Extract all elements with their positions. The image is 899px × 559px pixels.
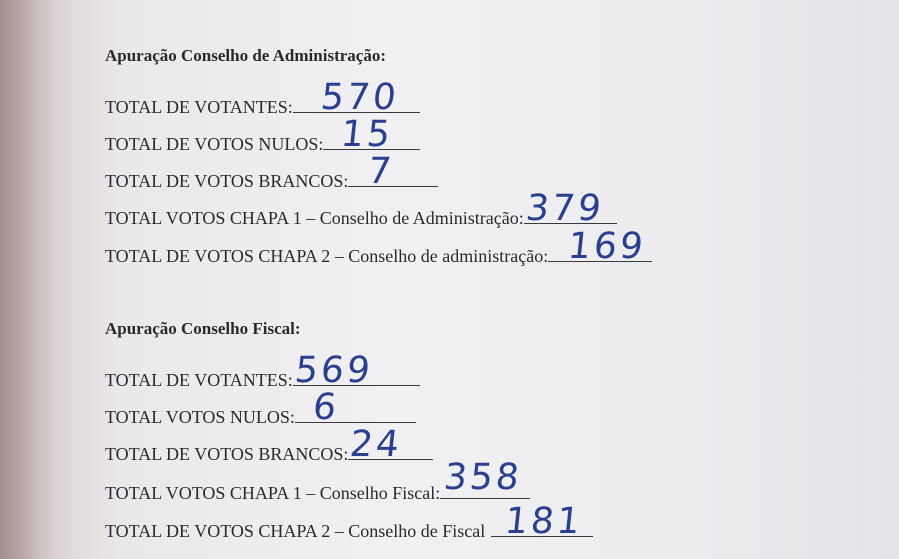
- admin-row-chapa2: TOTAL DE VOTOS CHAPA 2 – Conselho de adm…: [105, 226, 653, 267]
- handwritten-value: 181: [503, 501, 586, 542]
- handwritten-field: 6: [294, 387, 416, 428]
- field-label: TOTAL VOTOS CHAPA 1 – Conselho Fiscal:: [105, 483, 441, 503]
- handwritten-value: 379: [523, 188, 606, 229]
- handwritten-field: 15: [323, 114, 421, 155]
- admin-row-nulos: TOTAL DE VOTOS NULOS: 15: [105, 114, 421, 155]
- handwritten-value: 569: [292, 350, 375, 391]
- handwritten-field: 358: [440, 457, 531, 499]
- field-label: TOTAL DE VOTOS CHAPA 2 – Conselho de Fis…: [105, 521, 486, 541]
- handwritten-field: 379: [524, 188, 617, 229]
- fiscal-row-nulos: TOTAL VOTOS NULOS: 6: [105, 387, 416, 428]
- admin-row-chapa1: TOTAL VOTOS CHAPA 1 – Conselho de Admini…: [105, 188, 617, 229]
- handwritten-field: 7: [348, 151, 439, 192]
- handwritten-field: 570: [292, 77, 420, 118]
- field-label: TOTAL DE VOTOS BRANCOS:: [105, 171, 349, 191]
- field-label: TOTAL DE VOTOS NULOS:: [105, 134, 324, 154]
- handwritten-value: 358: [442, 457, 525, 498]
- section-title-administracao: Apuração Conselho de Administração:: [105, 46, 386, 65]
- field-label: TOTAL DE VOTANTES:: [105, 97, 293, 117]
- handwritten-value: 570: [318, 77, 401, 118]
- handwritten-value: 7: [366, 151, 397, 192]
- fiscal-row-brancos: TOTAL DE VOTOS BRANCOS: 24: [105, 424, 434, 465]
- admin-row-votantes: TOTAL DE VOTANTES: 570: [105, 77, 420, 118]
- handwritten-value: 15: [339, 114, 396, 155]
- field-label: TOTAL DE VOTOS BRANCOS:: [105, 444, 349, 464]
- handwritten-field: 569: [293, 350, 420, 391]
- field-label: TOTAL DE VOTOS CHAPA 2 – Conselho de adm…: [105, 246, 549, 266]
- handwritten-field: 169: [548, 226, 653, 267]
- section-title-fiscal: Apuração Conselho Fiscal:: [105, 319, 301, 338]
- field-label: TOTAL VOTOS NULOS:: [105, 407, 295, 427]
- photo-shadow: [0, 0, 60, 559]
- fiscal-row-chapa1: TOTAL VOTOS CHAPA 1 – Conselho Fiscal: 35…: [105, 457, 531, 504]
- fiscal-row-votantes: TOTAL DE VOTANTES: 569: [105, 350, 420, 391]
- handwritten-value: 6: [310, 387, 342, 428]
- admin-row-brancos: TOTAL DE VOTOS BRANCOS: 7: [105, 151, 439, 192]
- handwritten-field: 181: [491, 501, 594, 542]
- handwritten-value: 169: [566, 226, 649, 267]
- fiscal-row-chapa2: TOTAL DE VOTOS CHAPA 2 – Conselho de Fis…: [105, 501, 594, 542]
- field-label: TOTAL VOTOS CHAPA 1 – Conselho de Admini…: [105, 208, 524, 228]
- handwritten-value: 24: [348, 424, 405, 465]
- field-label: TOTAL DE VOTANTES:: [105, 370, 293, 390]
- handwritten-field: 24: [348, 424, 434, 465]
